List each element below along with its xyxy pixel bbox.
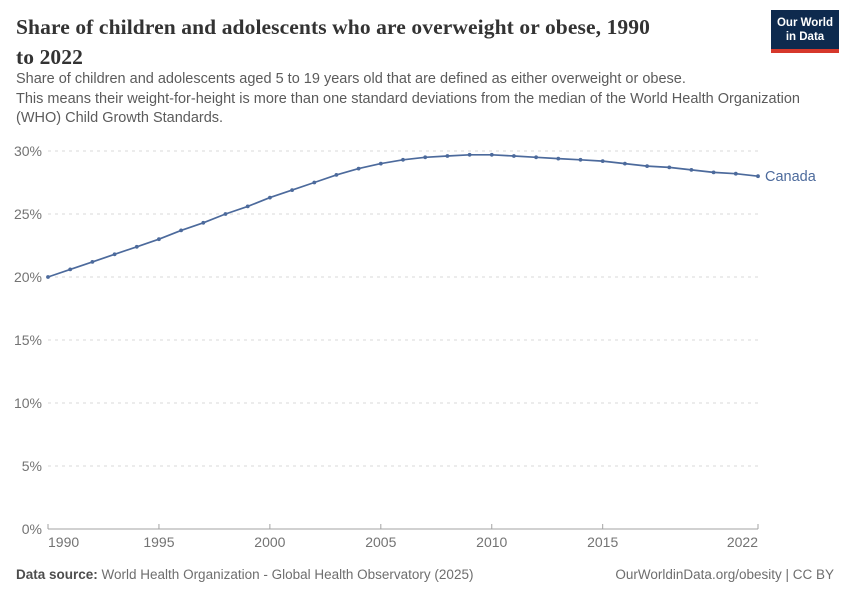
data-point[interactable] <box>512 154 516 158</box>
data-point[interactable] <box>157 237 161 242</box>
owid-logo-line2: in Data <box>785 30 825 43</box>
y-axis-tick-label: 0% <box>22 521 42 537</box>
trend-line[interactable] <box>47 153 759 278</box>
owid-logo[interactable]: Our World in Data <box>771 10 839 53</box>
y-axis-tick-label: 5% <box>22 458 42 474</box>
data-point[interactable] <box>534 155 538 160</box>
data-point[interactable] <box>112 252 117 257</box>
data-point[interactable] <box>689 168 694 172</box>
y-axis-tick-label: 20% <box>14 269 42 285</box>
data-source-label: Data source: <box>16 567 98 582</box>
data-point[interactable] <box>423 155 428 160</box>
x-axis-tick-label: 1995 <box>143 534 174 550</box>
x-axis-tick-label: 2005 <box>365 534 396 550</box>
data-point[interactable] <box>445 154 450 158</box>
data-point[interactable] <box>90 260 95 264</box>
data-point[interactable] <box>290 188 294 193</box>
data-point[interactable] <box>623 161 627 166</box>
chart-title-line2: to 2022 <box>16 45 83 69</box>
entity-label[interactable]: Canada <box>765 169 817 185</box>
y-axis-tick-label: 25% <box>14 206 42 222</box>
x-axis-tick-label: 2000 <box>254 534 285 550</box>
data-point[interactable] <box>334 173 339 177</box>
data-point[interactable] <box>667 165 672 170</box>
credit-link[interactable]: OurWorldinData.org/obesity | CC BY <box>615 567 834 582</box>
data-point[interactable] <box>268 195 272 200</box>
chart-subtitle-line2: This means their weight-for-height is mo… <box>16 90 800 127</box>
data-point[interactable] <box>556 156 561 161</box>
chart-footer: Data source: World Health Organization -… <box>16 567 834 582</box>
data-point[interactable] <box>600 159 605 164</box>
data-point[interactable] <box>68 267 73 272</box>
owid-logo-line1: Our World <box>776 17 833 29</box>
y-axis-tick-label: 30% <box>14 143 42 159</box>
data-point[interactable] <box>733 171 738 176</box>
data-point[interactable] <box>401 157 405 162</box>
data-point[interactable] <box>711 170 716 175</box>
x-axis-tick-label: 2015 <box>587 534 618 550</box>
x-axis-tick-label: 2010 <box>476 534 507 550</box>
line-chart-canvas: 0% 5% 10% 15% 20% 25% 30% 1990 1995 2000 2005 2010 2… <box>14 143 817 550</box>
data-point[interactable] <box>645 164 649 169</box>
data-point[interactable] <box>756 174 760 179</box>
data-point[interactable] <box>201 220 206 225</box>
data-point[interactable] <box>467 152 472 157</box>
data-point[interactable] <box>378 161 383 166</box>
data-point[interactable] <box>356 166 361 171</box>
chart-title: Share of children and adolescents who ar… <box>16 12 761 72</box>
data-point[interactable] <box>46 275 50 279</box>
data-point[interactable] <box>489 152 494 157</box>
chart-subtitle: Share of children and adolescents aged 5… <box>16 70 840 129</box>
y-axis-tick-label: 10% <box>14 395 42 411</box>
data-point[interactable] <box>245 204 250 209</box>
y-axis-tick-label: 15% <box>14 332 42 348</box>
data-point[interactable] <box>179 228 184 233</box>
data-point[interactable] <box>312 180 317 185</box>
data-source: Data source: World Health Organization -… <box>16 567 473 582</box>
data-source-text: World Health Organization - Global Healt… <box>97 567 474 582</box>
x-axis-tick-label: 1990 <box>48 534 79 550</box>
x-axis-tick-label: 2022 <box>727 534 758 550</box>
data-point[interactable] <box>134 244 139 249</box>
data-point[interactable] <box>223 212 228 216</box>
line-chart: 0% 5% 10% 15% 20% 25% 30% 1990 1995 2000 2005 2010 2… <box>14 143 817 550</box>
chart-title-line1: Share of children and adolescents who ar… <box>16 15 650 39</box>
chart-subtitle-line1: Share of children and adolescents aged 5… <box>16 71 686 87</box>
data-point[interactable] <box>578 157 583 162</box>
